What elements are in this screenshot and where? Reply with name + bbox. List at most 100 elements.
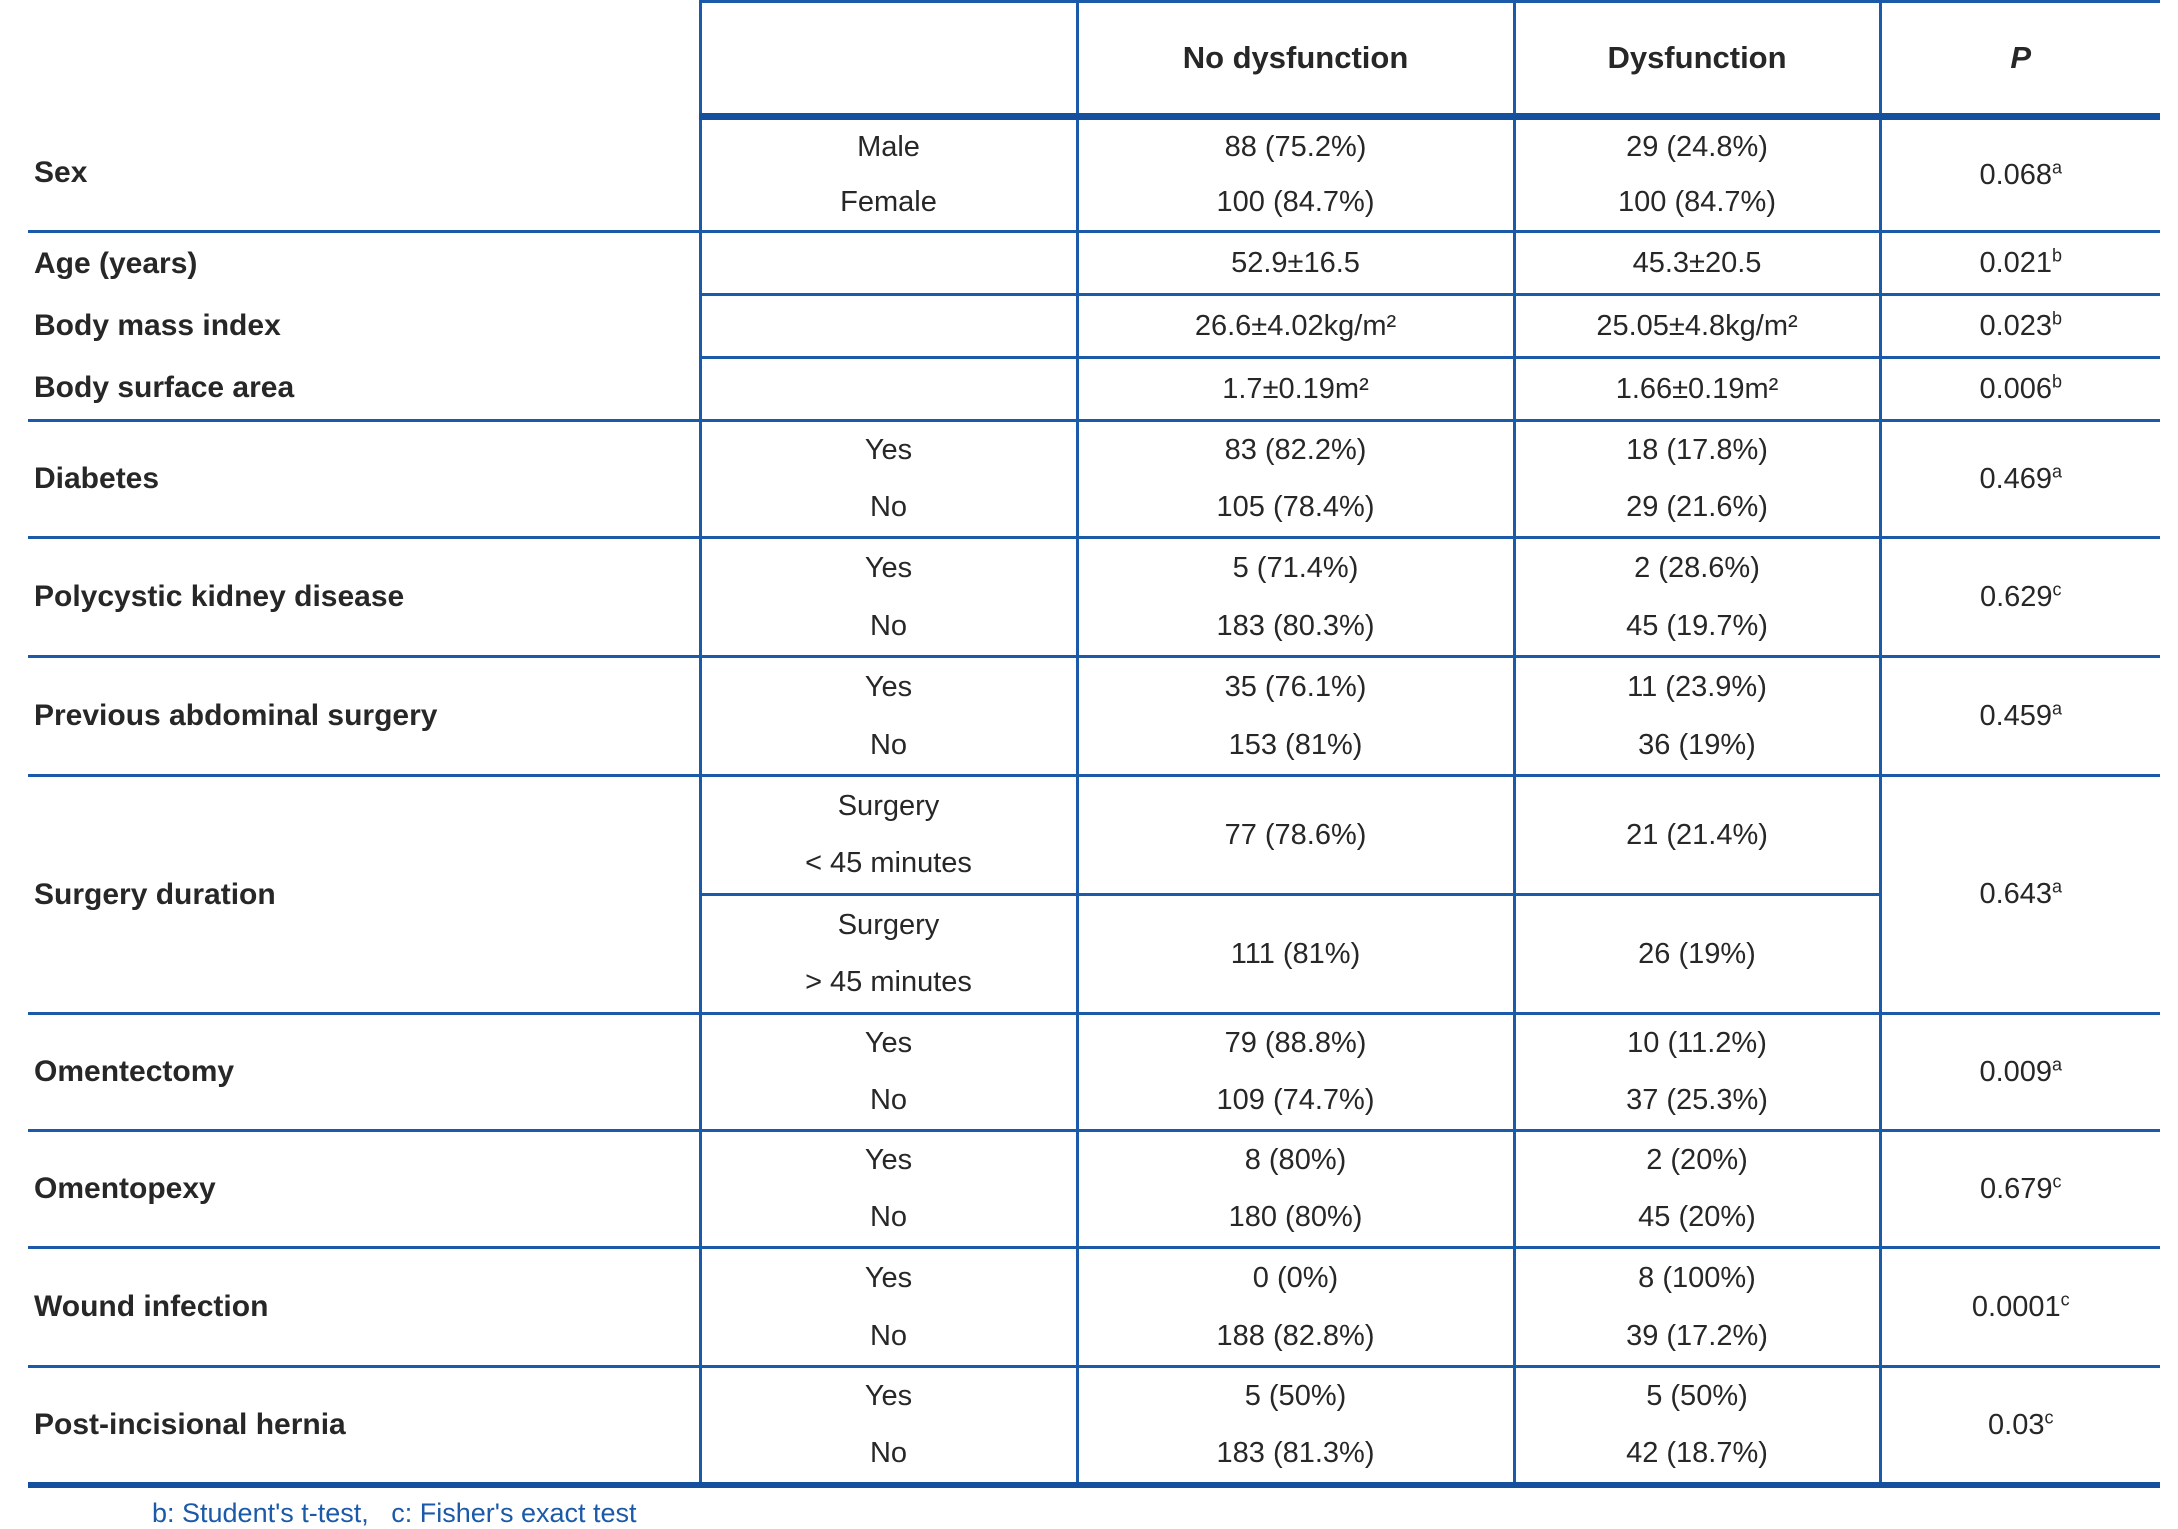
value-cell: 88 (75.2%) [1075, 116, 1514, 175]
row-label-omentopexy: Omentopexy [28, 1130, 700, 1249]
row-label-wound-infection: Wound infection [28, 1247, 700, 1368]
subcategory-cell: Yes [698, 420, 1077, 479]
p-superscript: c [2052, 1170, 2062, 1191]
subcategory-cell [698, 294, 1077, 359]
value-cell: 79 (88.8%) [1075, 1013, 1514, 1072]
value-cell: 8 (80%) [1075, 1130, 1514, 1189]
table-row: Previous abdominal surgery Yes 35 (76.1%… [28, 656, 2160, 777]
subcategory-line: Surgery [837, 790, 940, 822]
value-cell: 5 (50%) [1075, 1366, 1514, 1425]
p-value: 0.0001 [1971, 1290, 2061, 1323]
subcategory-cell: Yes [698, 1013, 1077, 1072]
value-cell: 11 (23.9%) [1512, 656, 1880, 716]
p-value: 0.006 [1979, 372, 2053, 405]
subcategory-cell: No [698, 1425, 1077, 1488]
row-label-diabetes: Diabetes [28, 420, 700, 539]
subcategory-line: > 45 minutes [805, 966, 972, 998]
p-superscript: c [2044, 1406, 2054, 1427]
table-row: Surgery duration Surgery < 45 minutes 77… [28, 775, 2160, 1015]
subcategory-cell: No [698, 597, 1077, 658]
value-cell: 29 (21.6%) [1512, 479, 1880, 539]
value-cell: 25.05±4.8kg/m² [1512, 294, 1880, 359]
row-label-age: Age (years) [34, 246, 198, 280]
p-superscript: b [2052, 370, 2063, 391]
subcategory-cell: No [698, 1189, 1077, 1249]
p-value-cell: 0.459a [1878, 656, 2160, 777]
value-cell: 5 (50%) [1512, 1366, 1880, 1425]
table-row: Post-incisional hernia Yes 5 (50%) 5 (50… [28, 1366, 2160, 1488]
p-superscript: b [2052, 307, 2063, 328]
subcategory-cell: Yes [698, 1366, 1077, 1425]
value-cell: 18 (17.8%) [1512, 420, 1880, 479]
value-cell: 45 (19.7%) [1512, 597, 1880, 658]
table-row: No 183 (80.3%) 45 (19.7%) [28, 597, 2160, 658]
subcategory-cell: Surgery < 45 minutes [698, 775, 1077, 896]
row-label-post-incisional-hernia: Post-incisional hernia [28, 1366, 700, 1488]
header-empty-cell [28, 2, 700, 117]
p-superscript: a [2052, 460, 2063, 481]
value-cell: 188 (82.8%) [1075, 1307, 1514, 1368]
p-superscript: a [2052, 156, 2063, 177]
value-cell: 100 (84.7%) [1075, 175, 1514, 233]
subcategory-cell [698, 357, 1077, 422]
p-value-cell: 0.0001c [1878, 1247, 2160, 1368]
value-cell: 1.7±0.19m² [1075, 357, 1514, 422]
p-value: 0.03 [1988, 1408, 2045, 1441]
subcategory-cell: Male [698, 116, 1077, 175]
p-value: 0.459 [1979, 699, 2053, 732]
p-superscript: c [2060, 1288, 2070, 1309]
value-cell: 42 (18.7%) [1512, 1425, 1880, 1488]
subcategory-cell: No [698, 1072, 1077, 1132]
p-value: 0.629 [1979, 580, 2053, 613]
table-row: Female 100 (84.7%) 100 (84.7%) [28, 175, 2160, 233]
value-cell: 29 (24.8%) [1512, 116, 1880, 175]
p-value-cell: 0.006b [1878, 357, 2160, 422]
footnote: b: Student's t-test, c: Fisher's exact t… [152, 1498, 637, 1528]
value-cell: 26 (19%) [1512, 894, 1880, 1015]
table-row: Body mass index 26.6±4.02kg/m² 25.05±4.8… [28, 294, 2160, 359]
p-value-cell: 0.643a [1878, 775, 2160, 1015]
value-cell: 180 (80%) [1075, 1189, 1514, 1249]
value-cell: 100 (84.7%) [1512, 175, 1880, 233]
row-label-bsa: Body surface area [28, 357, 700, 422]
p-value-cell: 0.629c [1878, 537, 2160, 658]
value-cell: 83 (82.2%) [1075, 420, 1514, 479]
p-value-cell: 0.009a [1878, 1013, 2160, 1132]
value-cell: 77 (78.6%) [1075, 775, 1514, 896]
table-row: No 153 (81%) 36 (19%) [28, 716, 2160, 777]
p-value: 0.469 [1979, 462, 2053, 495]
p-value-cell: 0.068a [1878, 116, 2160, 233]
value-cell: 45 (20%) [1512, 1189, 1880, 1249]
subcategory-cell [698, 231, 1077, 296]
value-cell: 10 (11.2%) [1512, 1013, 1880, 1072]
column-header-no-dysfunction: No dysfunction [1075, 0, 1514, 120]
value-cell: 35 (76.1%) [1075, 656, 1514, 716]
p-value-cell: 0.679c [1878, 1130, 2160, 1249]
table-row: No 188 (82.8%) 39 (17.2%) [28, 1307, 2160, 1368]
table-row: Body surface area 1.7±0.19m² 1.66±0.19m²… [28, 357, 2160, 422]
value-cell: 153 (81%) [1075, 716, 1514, 777]
subcategory-cell: Yes [698, 1130, 1077, 1189]
table-row: Omentectomy Yes 79 (88.8%) 10 (11.2%) 0.… [28, 1013, 2160, 1132]
table-row: Diabetes Yes 83 (82.2%) 18 (17.8%) 0.469… [28, 420, 2160, 539]
table-row: Wound infection Yes 0 (0%) 8 (100%) 0.00… [28, 1247, 2160, 1368]
p-value: 0.679 [1979, 1172, 2053, 1205]
header-subcategory-cell [698, 0, 1077, 120]
p-value: 0.068 [1979, 158, 2053, 191]
row-label-surgery-duration: Surgery duration [28, 775, 700, 1015]
table-row: Age (years) 52.9±16.5 45.3±20.5 0.021b [28, 231, 2160, 296]
table-header-row: No dysfunction Dysfunction P [28, 0, 2160, 120]
table-row: Sex Male 88 (75.2%) 29 (24.8%) 0.068a [28, 116, 2160, 233]
value-cell: 1.66±0.19m² [1512, 357, 1880, 422]
table-row: No 109 (74.7%) 37 (25.3%) [28, 1072, 2160, 1132]
p-superscript: a [2052, 876, 2063, 897]
value-cell: 39 (17.2%) [1512, 1307, 1880, 1368]
value-cell: 0 (0%) [1075, 1247, 1514, 1307]
value-cell: 2 (28.6%) [1512, 537, 1880, 597]
row-label-previous-abdominal-surgery: Previous abdominal surgery [28, 656, 700, 777]
subcategory-cell: No [698, 479, 1077, 539]
row-label-omentectomy: Omentectomy [28, 1013, 700, 1132]
p-superscript: a [2052, 697, 2063, 718]
subcategory-line: Surgery [837, 909, 940, 941]
value-cell: 8 (100%) [1512, 1247, 1880, 1307]
